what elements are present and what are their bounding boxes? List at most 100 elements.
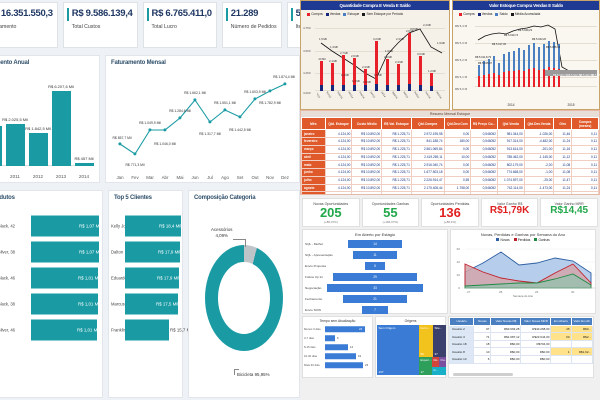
point-mar[interactable] [148,128,152,132]
bar-saldo[interactable] [533,43,536,87]
horizontal-scrollbar[interactable] [453,372,513,376]
funnel-row[interactable]: Negociação 33 [303,283,447,294]
legend-item-vendas[interactable]: Vendas [325,12,340,16]
bar-saldo[interactable] [558,44,561,87]
bar-compra[interactable] [548,67,551,87]
treemap-cell-site[interactable]: Site... 37 [433,324,446,357]
treemap-cell-outros[interactable]: Ou.. [439,356,446,367]
kpi-card-numero-pedidos[interactable]: 21.289 Número de Pedidos [221,2,282,48]
kpi-card-total-custos[interactable]: R$ 9.586.139,4 Total Custos [62,2,138,48]
treemap-cell-re[interactable]: Re... [432,356,439,367]
legend-item-compra[interactable]: Compra [307,12,323,16]
bar-vendas[interactable] [331,85,334,91]
point-jan[interactable] [118,142,122,146]
bar-compra[interactable] [331,63,334,91]
bar-saldo[interactable] [523,50,526,87]
funnel-row[interactable]: Envio SOW 7 [303,305,447,316]
hbar-row[interactable]: Mountain-200 Black, 46 R$ 1,01 M [0,265,102,291]
tempo-row[interactable]: 16-30 dias 19 [303,352,372,361]
bar-compra[interactable] [513,71,516,87]
bar-compra[interactable] [528,69,531,87]
col-valor-estoque[interactable]: R$ Val. Estoque [381,116,412,131]
point-jun[interactable] [193,98,197,102]
hbar-row[interactable]: Mountain-200 Black, 42 R$ 1,07 M [0,213,102,239]
excel-chart-quantidade[interactable]: Quantidade Compra E Venda E Saldo Compra… [300,0,450,110]
kpi-card-total-lucro[interactable]: R$ 6.765.411,0 Total Lucro [142,2,217,48]
legend-item-media[interactable]: Média Acumulada [510,12,540,16]
donut-chart[interactable] [205,245,283,352]
chart-composicao-categoria[interactable]: Composição Categoria Acessórios 4,09% Bi… [188,190,300,398]
bar-vendas[interactable] [386,85,389,91]
hbar-row[interactable]: Franklin R$ 15,7 Mil [109,317,192,343]
col-valor-novas-mrr[interactable]: Valor Novas MRR [520,316,552,326]
bar-compra[interactable] [483,75,486,87]
point-dez[interactable] [283,82,287,86]
chart-novas-perdidas-ganhas[interactable]: Novas, Perdidas e Ganhas por Semana do A… [450,228,596,314]
tempo-row[interactable]: Menos 3 dias 24 [303,325,372,334]
table-row[interactable]: Usuário 8 10 R$0,00 R$0,00 1 R$1,62... [449,347,593,356]
funnel-row[interactable]: Fechamento 21 [303,294,447,305]
crm-user-table[interactable]: Usuário Novas Valor Novas R$ Valor Novas… [449,316,593,364]
point-set[interactable] [238,115,242,119]
col-qtd-estoque[interactable]: Qtd. Estoque [324,116,353,131]
treemap-cell-formulario[interactable]: Form... 56 [419,324,433,357]
bar-saldo[interactable] [503,54,506,87]
bar-saldo[interactable] [538,47,541,87]
legend-item-ganhas[interactable]: Ganhas [534,238,550,242]
crm-card-novas-oportunidades[interactable]: Novas Oportunidades 205 (+88,07%) [302,198,360,227]
tempo-row[interactable]: Mais 30 dias 23 [303,361,372,370]
bar-compra[interactable] [375,41,378,91]
estoque-data-table-panel[interactable]: Resumo Mensal Estoque Mês Qtd. Estoque C… [300,110,600,195]
bar-saldo[interactable] [553,42,556,87]
tempo-row[interactable]: 8-15 dias 14 [303,343,372,352]
bar-compra[interactable] [430,73,433,91]
treemap-cell-experiencia[interactable]: Experi... 17 [419,356,432,375]
bar-saldo[interactable] [528,45,531,87]
bar-compra[interactable] [493,73,496,87]
crm-card-valor-ganho-rs[interactable]: Valor Ganho R$ R$1,79K [480,198,539,227]
chart-faturamento-anual[interactable]: Faturamento Anual R$ 2.025,5 Mil R$ 1.84… [0,55,100,183]
bar-compra[interactable] [353,58,356,91]
table-row[interactable]: janeiro 4.124,00 R$ 10.892,00 R$ 1.225,71 2.… [301,129,599,138]
col-compra-meses[interactable]: Compra (meses) [571,116,599,131]
kpi-card-faturamento[interactable]: R$ 16.351.550,3 Faturamento [0,2,58,48]
bar-2013[interactable] [52,91,71,166]
point-mai[interactable] [178,116,182,120]
bar-compra[interactable] [419,56,422,91]
bar-saldo[interactable] [518,48,521,87]
bar-compra[interactable] [503,72,506,87]
col-qtd-dev-venda[interactable]: Qtd.Dev.Venda [523,116,555,131]
bar-compra[interactable] [523,71,526,87]
chart-faturamento-mensal[interactable]: Faturamento Mensal R$ 857,7 Mil R$ 771, [105,55,300,183]
crm-card-oportunidades-perdidas[interactable]: Oportunidades Perdidas 136 (+88,4%) [421,198,479,227]
chart-tempo-sem-atualizacao[interactable]: Tempo sem Atualização Menos 3 dias 24 3-… [302,315,373,378]
bar-vendas[interactable] [375,84,378,91]
bar-compra[interactable] [488,74,491,87]
crm-card-valor-ganho-mrr[interactable]: Valor Ganho MRR R$14,45 [540,198,598,227]
bar-compra[interactable] [408,33,411,91]
tempo-row[interactable]: 3-7 dias 6 [303,334,372,343]
col-qtd-compra[interactable]: Qtd.Compra [410,116,445,131]
kpi-card-itens-vendidos[interactable]: 52.801 Itens Vendidos [286,2,300,48]
point-out[interactable] [253,97,257,101]
bar-2011[interactable] [6,124,25,166]
table-row[interactable]: Usuário 18 18 R$0,00 R$704,00 [449,339,593,349]
bar-saldo[interactable] [488,59,491,87]
bar-2012[interactable] [29,133,48,166]
bar-compra[interactable] [498,75,501,87]
table-row[interactable]: agosto 4.124,00 R$ 10.892,00 R$ 1.225,71 2.1… [301,183,599,193]
table-row[interactable]: março 4.124,00 R$ 10.892,00 R$ 1.225,71 2.56… [301,144,599,154]
table-row[interactable]: Usuário 3 71 R$1.687,12 R$23.644,00 60 R$2... [449,332,593,341]
bar-saldo[interactable] [483,61,486,87]
bar-compra[interactable] [342,55,345,91]
table-row[interactable]: julho 4.124,00 R$ 10.892,00 R$ 1.225,71 2.22… [301,175,599,185]
col-qtd-venda[interactable]: Qtd.Venda [496,116,525,131]
treemap-cell-indicacao[interactable]: In.. [432,366,446,375]
hbar-row[interactable]: Marcus R$ 17,5 Mil [109,291,182,317]
bar-compra[interactable] [508,71,511,87]
col-custo-medio[interactable]: Custo Médio [351,116,383,131]
bar-compra[interactable] [553,68,556,87]
bar-vendas[interactable] [364,85,367,91]
bar-compra[interactable] [397,64,400,91]
legend-item-saldo[interactable]: Saldo [495,12,508,16]
